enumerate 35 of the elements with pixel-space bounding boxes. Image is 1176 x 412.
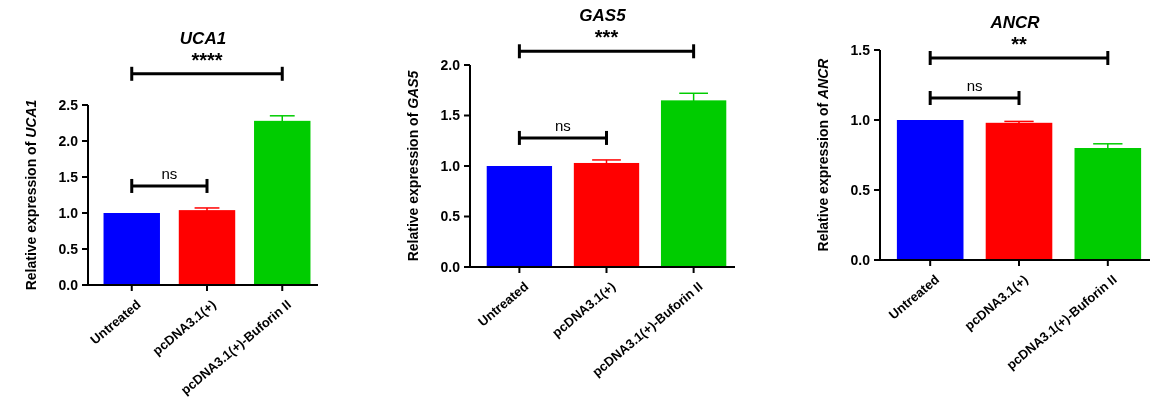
y-axis-title: Relative expression of GAS5 <box>405 70 421 262</box>
y-tick-label: 2.5 <box>58 96 79 113</box>
y-tick-label: 1.5 <box>58 168 79 185</box>
y-tick-label: 2.0 <box>58 132 79 149</box>
annotation: ** <box>1011 33 1027 55</box>
y-tick-label: 0.5 <box>58 240 79 257</box>
text: *** <box>594 26 619 49</box>
y-tick-label: 0.5 <box>850 181 871 198</box>
bar <box>103 213 160 285</box>
bar <box>896 120 964 260</box>
annotation: ns <box>555 116 571 134</box>
y-axis-title: Relative expression of ANCR <box>815 57 831 252</box>
chart-title: GAS5 <box>579 6 627 26</box>
annotation: ns <box>161 164 178 182</box>
bar <box>178 210 236 285</box>
y-tick-label: 1.0 <box>58 204 79 221</box>
bar <box>985 122 1053 260</box>
y-tick-label: 1.5 <box>850 41 871 58</box>
y-tick-label: 1.5 <box>440 107 461 124</box>
annotation: ns <box>966 77 983 94</box>
y-tick-label: 0.0 <box>58 276 79 293</box>
y-tick-label: 0.0 <box>850 251 871 268</box>
bar <box>254 120 311 285</box>
y-tick-label: 0.5 <box>440 208 461 225</box>
bar <box>573 162 640 267</box>
y-tick-label: 1.0 <box>850 111 871 128</box>
y-axis-title: Relative expression of UCA1 <box>23 99 39 291</box>
bar <box>486 166 553 267</box>
text: **** <box>191 48 223 71</box>
y-tick-label: 1.0 <box>440 157 461 174</box>
y-tick-label: 2.0 <box>440 56 461 73</box>
chart-title: UCA1 <box>179 28 227 48</box>
chart-title: ANCR <box>989 13 1041 32</box>
y-tick-label: 0.0 <box>440 258 461 275</box>
bar <box>1074 148 1142 260</box>
